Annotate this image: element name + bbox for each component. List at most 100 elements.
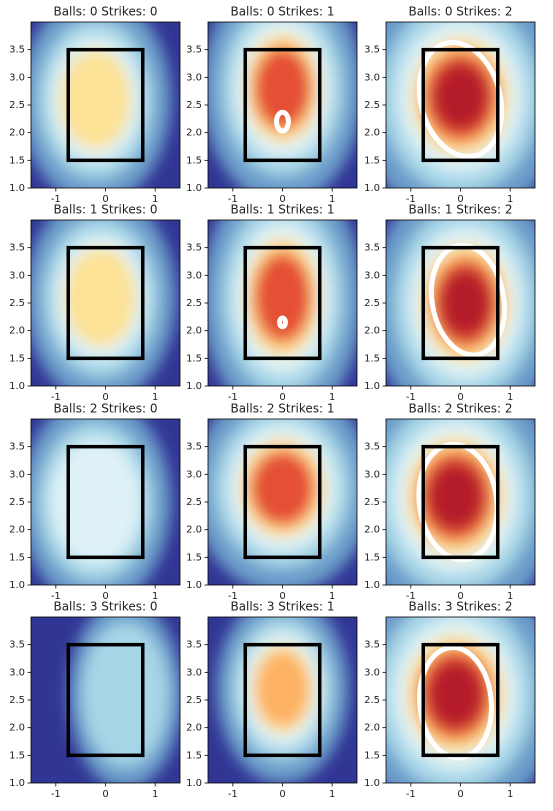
strike-zone: [66, 245, 145, 361]
x-tick-label: -1: [51, 591, 61, 602]
y-tick-label: 1.0: [186, 183, 202, 194]
y-tick-label: 2.5: [186, 497, 202, 508]
y-tick-label: 3.5: [9, 640, 25, 651]
x-tick-label: -1: [228, 392, 238, 403]
x-tick-label: 1: [329, 392, 335, 403]
heat-layers: [31, 220, 177, 386]
contour: [428, 242, 507, 358]
heatmap: [208, 22, 357, 188]
heatmap: [31, 617, 180, 783]
y-tick-label: 1.5: [364, 353, 380, 364]
y-tick-label: 2.5: [186, 695, 202, 706]
y-tick-label: 1.0: [9, 778, 25, 789]
subplot-title: Balls: 3 Strikes: 1: [230, 600, 334, 614]
heat-blob: [82, 622, 169, 767]
strike-zone: [243, 642, 322, 758]
y-tick-label: 3.5: [364, 442, 380, 453]
x-tick-label: 0: [457, 789, 463, 800]
subplot: -1 0 1 1.0 1.5 2.0 2.5 3.0 3.5 Balls: 0 Strikes: …: [9, 5, 181, 205]
heat-blob: [255, 254, 310, 341]
y-tick-label: 1.5: [364, 155, 380, 166]
subplot-title: Balls: 0 Strikes: 2: [408, 5, 512, 19]
subplot: -1 0 1 1.0 1.5 2.0 2.5 3.0 3.5 Balls: 2 Strikes: …: [9, 402, 181, 602]
y-tick-label: 2.5: [364, 695, 380, 706]
y-tick-label: 2.0: [364, 723, 380, 734]
x-tick-label: 0: [279, 194, 285, 205]
y-tick-label: 2.0: [9, 326, 25, 337]
contour: [277, 315, 288, 330]
y-tick-label: 3.0: [364, 72, 380, 83]
y-tick-label: 2.0: [9, 723, 25, 734]
y-tick-label: 1.0: [186, 381, 202, 392]
y-tick-label: 3.5: [364, 45, 380, 56]
subplot-title: Balls: 1 Strikes: 2: [408, 203, 512, 217]
x-tick-label: 1: [329, 591, 335, 602]
x-tick-label: -1: [228, 591, 238, 602]
heat-blob: [251, 452, 314, 525]
heatmap: [31, 220, 180, 386]
y-tick-label: 3.0: [9, 469, 25, 480]
x-tick-label: 1: [152, 194, 158, 205]
strike-zone: [421, 444, 500, 560]
subplot: -1 0 1 1.0 1.5 2.0 2.5 3.0 3.5 Balls: 3 Strikes: …: [9, 600, 181, 800]
y-tick-label: 3.0: [186, 667, 202, 678]
subplot: -1 0 1 1.0 1.5 2.0 2.5 3.0 3.5 Balls: 3 Strikes: …: [364, 600, 536, 800]
subplot: -1 0 1 1.0 1.5 2.0 2.5 3.0 3.5 Balls: 1 Strikes: …: [9, 203, 181, 403]
y-tick-label: 1.5: [186, 552, 202, 563]
y-tick-label: 1.5: [186, 155, 202, 166]
y-tick-label: 1.0: [364, 183, 380, 194]
x-tick-label: 1: [507, 789, 513, 800]
y-tick-label: 2.0: [186, 723, 202, 734]
x-tick-label: 0: [279, 789, 285, 800]
heat-blob: [256, 651, 309, 727]
x-tick-label: 1: [507, 392, 513, 403]
heat-blob: [428, 463, 483, 530]
subplot-title: Balls: 2 Strikes: 0: [53, 402, 157, 416]
y-tick-label: 3.0: [364, 469, 380, 480]
x-tick-label: -1: [51, 392, 61, 403]
x-tick-label: 0: [102, 392, 108, 403]
y-tick-label: 3.5: [9, 442, 25, 453]
y-tick-label: 2.5: [9, 298, 25, 309]
subplot: -1 0 1 1.0 1.5 2.0 2.5 3.0 3.5 Balls: 3 Strikes: …: [186, 600, 358, 800]
subplot-title: Balls: 1 Strikes: 0: [53, 203, 157, 217]
x-tick-label: 1: [152, 392, 158, 403]
y-tick-label: 3.5: [364, 640, 380, 651]
y-tick-label: 3.5: [9, 243, 25, 254]
subplot-title: Balls: 0 Strikes: 0: [53, 5, 157, 19]
y-tick-label: 1.0: [364, 580, 380, 591]
subplot-title: Balls: 2 Strikes: 1: [230, 402, 334, 416]
subplot: -1 0 1 1.0 1.5 2.0 2.5 3.0 3.5 Balls: 0 Strikes: …: [364, 5, 536, 205]
x-tick-label: -1: [51, 194, 61, 205]
heat-layers: [68, 617, 180, 783]
x-tick-label: 0: [457, 591, 463, 602]
heat-layers: [216, 617, 349, 783]
heatmap: [31, 419, 180, 585]
strike-zone: [243, 47, 322, 163]
x-tick-label: 0: [102, 789, 108, 800]
x-tick-label: 1: [329, 194, 335, 205]
y-tick-label: 2.0: [364, 326, 380, 337]
y-tick-label: 3.0: [186, 72, 202, 83]
y-tick-label: 3.5: [186, 243, 202, 254]
y-tick-label: 2.5: [186, 100, 202, 111]
heat-blob: [59, 49, 132, 150]
y-tick-label: 3.0: [186, 270, 202, 281]
y-tick-label: 1.5: [9, 155, 25, 166]
heatmap: [31, 22, 180, 188]
x-tick-label: -1: [51, 789, 61, 800]
y-tick-label: 3.5: [186, 442, 202, 453]
y-tick-label: 2.0: [9, 128, 25, 139]
subplot: -1 0 1 1.0 1.5 2.0 2.5 3.0 3.5 Balls: 0 Strikes: …: [186, 5, 358, 205]
contour: [417, 645, 494, 761]
x-tick-label: 0: [279, 591, 285, 602]
strike-zone: [421, 642, 500, 758]
x-tick-label: -1: [406, 392, 416, 403]
subplot-title: Balls: 3 Strikes: 0: [53, 600, 157, 614]
x-tick-label: 0: [457, 392, 463, 403]
y-tick-label: 1.5: [364, 552, 380, 563]
y-tick-label: 3.0: [9, 270, 25, 281]
y-tick-label: 3.0: [364, 667, 380, 678]
strike-zone: [243, 444, 322, 560]
